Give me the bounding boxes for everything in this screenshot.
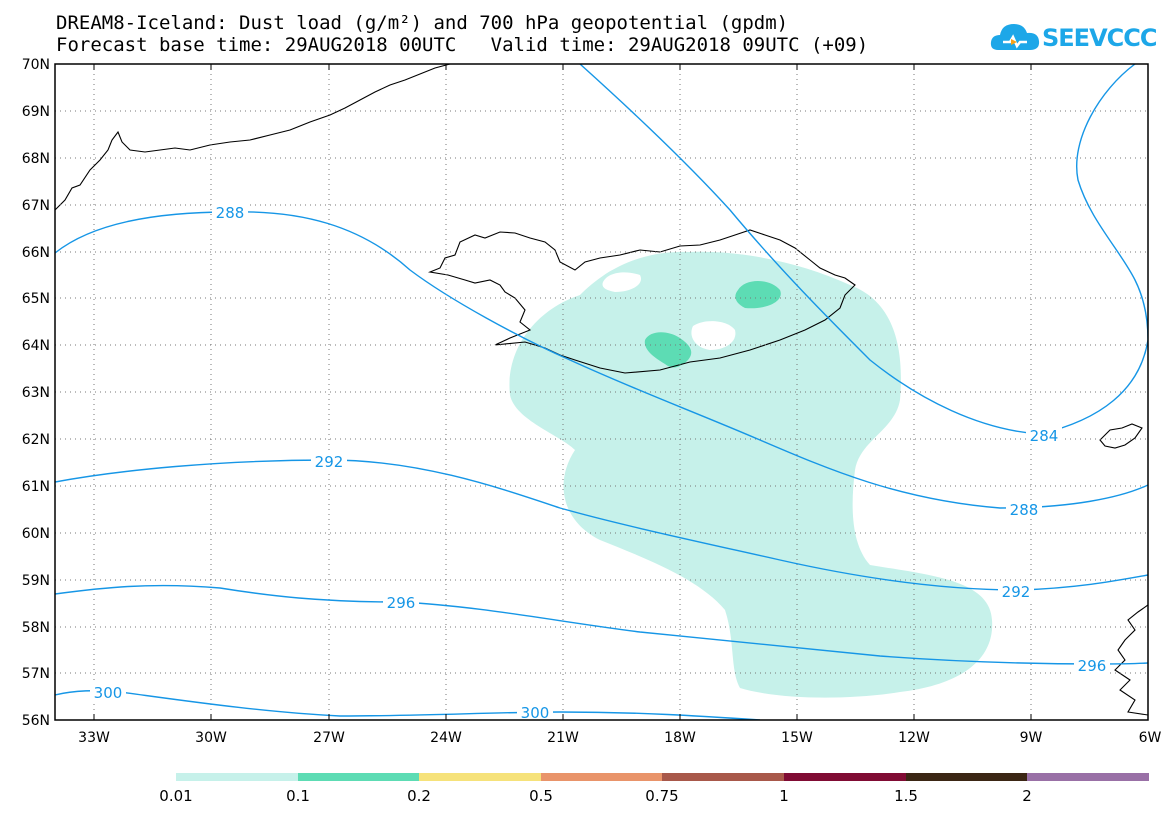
colorbar-swatch [662, 773, 784, 781]
colorbar-swatch [1027, 773, 1149, 781]
lon-label: 33W [78, 730, 110, 746]
lat-label: 60N [22, 526, 50, 542]
lat-label: 70N [22, 57, 50, 73]
colorbar-label: 1.5 [894, 787, 918, 805]
lat-label: 57N [22, 666, 50, 682]
lat-label: 58N [22, 620, 50, 636]
lon-label: 24W [430, 730, 462, 746]
longitude-labels: 33W 30W 27W 24W 21W 18W 15W 12W 9W 6W [78, 730, 1161, 746]
lon-label: 30W [195, 730, 227, 746]
contour-label: 296 [1078, 657, 1107, 675]
lat-label: 63N [22, 385, 50, 401]
lon-label: 18W [664, 730, 696, 746]
lat-label: 66N [22, 245, 50, 261]
lat-label: 61N [22, 479, 50, 495]
lon-label: 9W [1020, 730, 1043, 746]
contour-label: 300 [94, 684, 123, 702]
contour-284-east [1076, 64, 1148, 341]
lat-label: 69N [22, 104, 50, 120]
colorbar-swatch [298, 773, 419, 781]
lon-label: 27W [313, 730, 345, 746]
contour-label: 284 [1030, 427, 1059, 445]
scotland-coastline [1114, 604, 1148, 716]
lon-label: 12W [898, 730, 930, 746]
colorbar-label: 0.2 [407, 787, 431, 805]
logo-text: SEEVCCC [1042, 24, 1157, 52]
map-subtitle: Forecast base time: 29AUG2018 00UTC Vali… [56, 34, 869, 56]
colorbar-label: 0.5 [529, 787, 553, 805]
lat-label: 59N [22, 573, 50, 589]
contour-label: 288 [1010, 501, 1039, 519]
dust-area-mid-east [735, 281, 781, 309]
colorbar-label: 0.75 [645, 787, 679, 805]
lat-label: 56N [22, 713, 50, 729]
map-title: DREAM8-Iceland: Dust load (g/m²) and 700… [56, 12, 789, 34]
lat-label: 67N [22, 198, 50, 214]
colorbar-label: 0.01 [159, 787, 193, 805]
lat-label: 68N [22, 151, 50, 167]
contour-labels: 288 284 292 288 296 292 300 296 300 [90, 203, 1110, 722]
iceland-coastline [427, 229, 856, 374]
glacier-clear-1 [691, 321, 736, 350]
colorbar-swatch [419, 773, 541, 781]
lat-label: 64N [22, 338, 50, 354]
colorbar-swatch [176, 773, 298, 781]
contour-label: 292 [315, 453, 344, 471]
graticule [55, 64, 1148, 720]
glacier-clear-2 [602, 272, 641, 292]
frame-ticks [93, 64, 1032, 720]
contour-296 [55, 584, 1148, 665]
map-frame [54, 63, 1149, 721]
colorbar-swatch [784, 773, 906, 781]
contour-label: 288 [216, 204, 245, 222]
lat-label: 65N [22, 291, 50, 307]
coastlines [55, 64, 1148, 716]
dust-load-shading [509, 251, 993, 698]
lon-label: 21W [547, 730, 579, 746]
contour-label: 292 [1002, 583, 1031, 601]
contour-label: 296 [387, 594, 416, 612]
greenland-coastline [55, 64, 451, 211]
colorbar-label: 2 [1022, 787, 1032, 805]
dust-area-mid-south [644, 332, 692, 368]
contour-label: 300 [521, 704, 550, 722]
dust-area-low [509, 251, 993, 698]
faroe-coastline [1099, 423, 1143, 449]
colorbar-swatch [541, 773, 662, 781]
lat-label: 62N [22, 432, 50, 448]
colorbar-label: 0.1 [286, 787, 310, 805]
lon-label: 6W [1139, 730, 1162, 746]
lon-label: 15W [781, 730, 813, 746]
latitude-labels: 70N 69N 68N 67N 66N 65N 64N 63N 62N 61N … [22, 57, 50, 729]
contour-284-north [579, 64, 1148, 435]
cloud-icon [990, 24, 1040, 50]
seevccc-logo: SEEVCCC [990, 18, 1165, 58]
contour-300 [55, 690, 761, 720]
colorbar [176, 773, 1149, 781]
colorbar-swatch [906, 773, 1027, 781]
colorbar-label: 1 [779, 787, 789, 805]
